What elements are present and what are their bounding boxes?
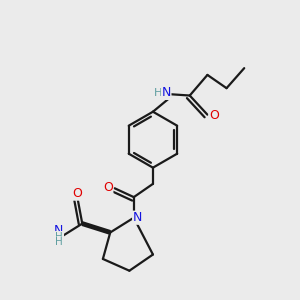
Text: N: N <box>133 211 142 224</box>
Text: H: H <box>154 88 162 98</box>
Text: O: O <box>103 181 113 194</box>
Text: O: O <box>209 109 219 122</box>
Text: O: O <box>72 187 82 200</box>
Text: H: H <box>55 232 63 242</box>
Text: N: N <box>161 86 171 99</box>
Text: N: N <box>54 224 63 238</box>
Text: H: H <box>55 237 63 247</box>
